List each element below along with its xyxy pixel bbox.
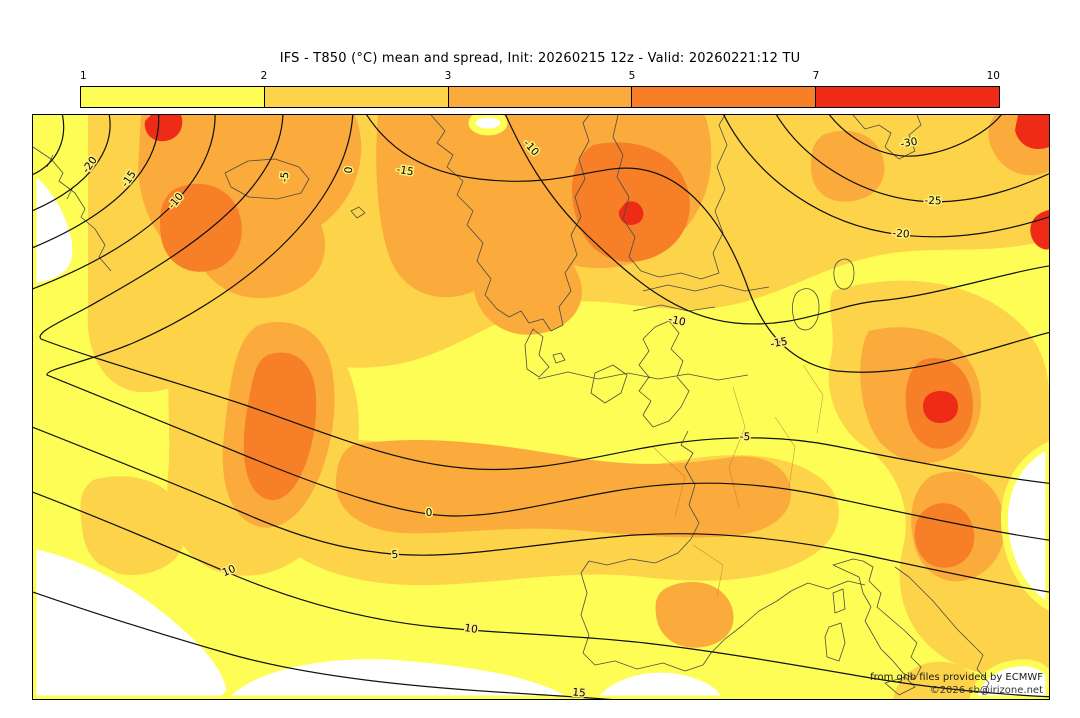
colorbar-tick: 2 xyxy=(260,70,268,82)
spread-fill-region xyxy=(1015,115,1049,150)
isotherm-line xyxy=(33,115,65,175)
spread-minimum-region xyxy=(468,115,508,136)
contour-label: -15 xyxy=(396,164,415,179)
contour-label: 0 xyxy=(425,507,432,519)
contour-label: -15 xyxy=(770,336,789,351)
credits: from grib files provided by ECMWF ©2026 … xyxy=(870,671,1043,697)
spread-minima-layer xyxy=(33,115,1049,699)
spread-fill-layer-7 xyxy=(144,115,1049,423)
colorbar-ticks: 1 2 3 5 7 10 xyxy=(80,70,1000,84)
isotherm-line xyxy=(505,115,1049,325)
spread-minimum-region xyxy=(218,652,585,699)
contour-label: -5 xyxy=(740,431,751,443)
colorbar-tick: 7 xyxy=(812,70,820,82)
colorbar-segments xyxy=(80,86,1000,108)
coastline xyxy=(824,558,990,696)
contour-label: 10 xyxy=(464,622,479,636)
coastline xyxy=(33,146,366,272)
contour-label: 15 xyxy=(572,686,586,699)
isotherm-line xyxy=(33,115,160,249)
weather-map-canvas: -20-15-10-50 -15-10 -30-25-20-15-10-505101… xyxy=(33,115,1049,699)
spread-minimum-region xyxy=(588,665,729,699)
contour-label: 5 xyxy=(391,549,399,562)
colorbar-segment xyxy=(263,87,448,107)
contour-label: -20 xyxy=(892,227,910,240)
contour-label: -25 xyxy=(924,195,942,208)
border-layer xyxy=(652,364,824,598)
isotherm-line xyxy=(33,426,1049,593)
coastline xyxy=(580,430,866,672)
credits-source: from grib files provided by ECMWF xyxy=(870,672,1043,683)
isotherm-line xyxy=(33,591,612,699)
spread-fill-region xyxy=(159,183,242,272)
isotherm-line xyxy=(366,115,1049,373)
isotherm-line xyxy=(33,491,1049,698)
colorbar-segment xyxy=(815,87,999,107)
isotherm-line xyxy=(46,115,1049,541)
contour-label: 0 xyxy=(343,166,356,174)
spread-fill-region xyxy=(655,581,734,648)
colorbar-segment xyxy=(631,87,816,107)
page-title: IFS - T850 (°C) mean and spread, Init: 2… xyxy=(279,51,801,66)
spread-minimum-region xyxy=(33,165,80,291)
isotherm-layer xyxy=(33,115,1049,699)
contour-label: -10 xyxy=(667,313,686,328)
isotherm-line xyxy=(33,115,216,290)
country-border xyxy=(652,364,824,598)
isotherm-line xyxy=(39,115,1049,484)
colorbar: 1 2 3 5 7 10 xyxy=(80,70,1000,108)
spread-minimum-region xyxy=(1000,441,1049,612)
contour-label: -5 xyxy=(279,171,292,182)
isotherm-line xyxy=(828,115,1002,157)
spread-minimum-region xyxy=(969,659,1049,699)
coastline-layer xyxy=(33,115,990,696)
spread-fill-region xyxy=(923,391,958,423)
spread-fill-region xyxy=(914,503,975,568)
spread-fill-region xyxy=(811,130,885,202)
spread-fill-region xyxy=(618,201,644,225)
isotherm-line xyxy=(33,115,111,212)
weather-map: -20 -15 -10 -5 0 -15 -10 -30 -25 -20 -15 -10 -5 0 5 10 1… xyxy=(32,114,1050,700)
spread-fill-region xyxy=(144,115,183,142)
colorbar-tick: 10 xyxy=(986,70,1000,82)
spread-fill-region xyxy=(243,352,317,501)
credits-copyright: ©2026 sb@irizone.net xyxy=(929,685,1043,696)
spread-fill-region xyxy=(80,476,186,576)
spread-fill-region xyxy=(1030,210,1049,250)
coastline xyxy=(430,115,770,332)
isotherm-line xyxy=(723,115,1049,238)
coastline xyxy=(524,320,749,428)
coastline xyxy=(792,115,922,331)
isotherm-line xyxy=(775,115,1049,203)
colorbar-segment xyxy=(447,87,632,107)
spread-fill-region xyxy=(335,440,792,538)
colorbar-tick: 1 xyxy=(80,70,87,82)
colorbar-tick: 3 xyxy=(444,70,452,82)
colorbar-tick: 5 xyxy=(628,70,636,82)
colorbar-segment xyxy=(81,87,264,107)
contour-label: -30 xyxy=(900,136,919,151)
